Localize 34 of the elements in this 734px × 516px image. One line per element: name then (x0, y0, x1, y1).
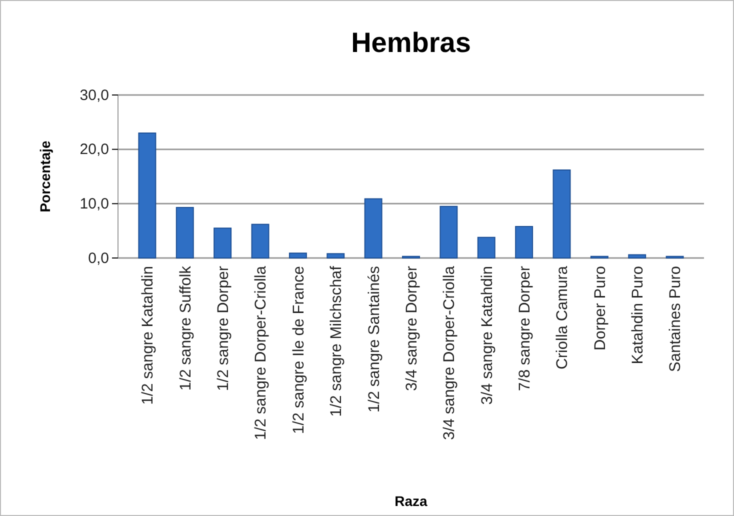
bar (251, 224, 270, 258)
bar (364, 198, 382, 258)
x-tick-label: 1/2 sangre Santainés (366, 266, 383, 412)
x-tick-label: 7/8 sangre Dorper (516, 266, 534, 391)
x-tick-label: Katahdin Puro (630, 266, 647, 364)
bar (214, 228, 232, 258)
bar (138, 132, 156, 258)
bar (288, 252, 307, 258)
y-tick-label: 20,0 (80, 141, 109, 158)
chart-title: Hembras (351, 27, 471, 58)
y-tick-label: 0,0 (88, 250, 109, 267)
bar (628, 254, 646, 258)
x-tick-label: 1/2 sangre Dorper-Criolla (252, 266, 270, 440)
bar (440, 206, 458, 258)
bar (176, 206, 194, 258)
y-axis-title: Porcentaje (37, 140, 53, 212)
bar (552, 169, 571, 258)
x-tick-label: Dorper Puro (592, 266, 609, 350)
x-tick-label: 3/4 sangre Dorper (403, 266, 420, 391)
x-tick-label: 1/2 sangre Katahdin (140, 266, 157, 405)
bar (326, 253, 345, 258)
x-axis-title: Raza (394, 493, 428, 509)
y-tick-label: 30,0 (80, 86, 109, 104)
x-tick-label: 1/2 sangre Suffolk (177, 266, 194, 391)
x-tick-label: 3/4 sangre Dorper-Criolla (441, 266, 458, 440)
x-tick-label: 3/4 sangre Katahdin (478, 266, 496, 405)
bar (477, 236, 496, 258)
x-tick-label: 1/2 sangre Dorper (215, 266, 232, 391)
x-tick-label: 1/2 sangre Ile de France (290, 266, 308, 434)
x-tick-label: Santaines Puro (667, 266, 684, 372)
x-tick-label: Criolla Camura (554, 266, 572, 370)
x-tick-label: 1/2 sangre Milchschaf (328, 265, 346, 417)
y-tick-label: 10,0 (80, 195, 109, 212)
bar (515, 226, 534, 258)
